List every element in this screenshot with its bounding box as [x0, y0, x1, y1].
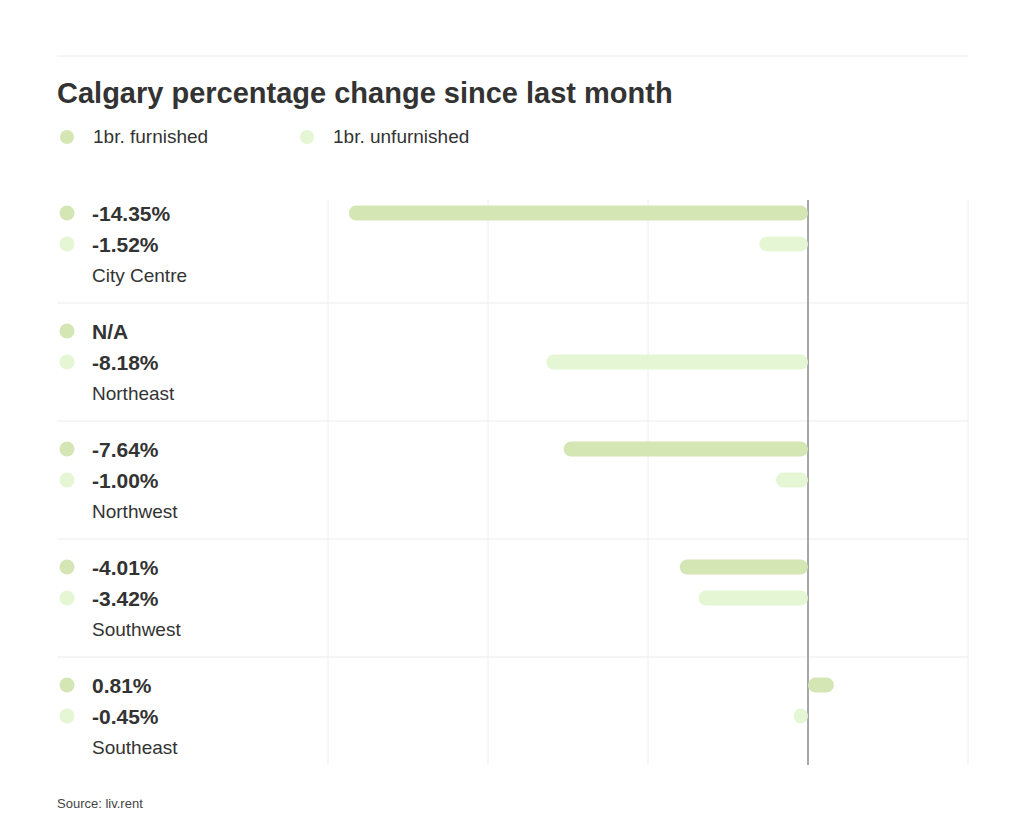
category-label: City Centre	[92, 265, 187, 286]
bar	[776, 473, 808, 488]
bar	[680, 560, 808, 575]
label-dot	[60, 709, 75, 724]
label-dot	[60, 237, 75, 252]
bar	[564, 442, 808, 457]
data-label: -4.01%	[92, 556, 159, 579]
data-label: -1.00%	[92, 469, 159, 492]
label-dot	[60, 206, 75, 221]
source: Source: liv.rent	[57, 796, 143, 811]
top-rule	[57, 56, 968, 57]
category-label: Northeast	[92, 383, 175, 404]
bar	[759, 237, 808, 252]
label-dot	[60, 473, 75, 488]
category-label: Northwest	[92, 501, 178, 522]
title: Calgary percentage change since last mon…	[57, 77, 673, 109]
bar	[349, 206, 808, 221]
data-label: -7.64%	[92, 438, 159, 461]
data-label: 0.81%	[92, 674, 152, 697]
bar	[794, 709, 808, 724]
grid-line	[488, 200, 489, 765]
grid-line	[648, 200, 649, 765]
row-separator	[57, 539, 968, 540]
row-separator	[57, 303, 968, 304]
legend-swatch	[60, 130, 74, 144]
legend-swatch	[300, 130, 314, 144]
data-label: -8.18%	[92, 351, 159, 374]
data-label: -0.45%	[92, 705, 159, 728]
bars	[349, 206, 834, 724]
bar	[808, 678, 834, 693]
data-label: -14.35%	[92, 202, 171, 225]
row-separator	[57, 421, 968, 422]
label-dot	[60, 591, 75, 606]
legend-label: 1br. furnished	[93, 126, 208, 147]
bar	[699, 591, 808, 606]
label-dot	[60, 560, 75, 575]
row-separator	[57, 657, 968, 658]
label-dot	[60, 324, 75, 339]
chart: Calgary percentage change since last mon…	[0, 0, 1024, 836]
category-label: Southeast	[92, 737, 178, 758]
bar	[546, 355, 808, 370]
legend-label: 1br. unfurnished	[333, 126, 469, 147]
data-label: N/A	[92, 320, 128, 343]
grid-line	[328, 200, 329, 765]
data-label: -3.42%	[92, 587, 159, 610]
category-label: Southwest	[92, 619, 181, 640]
label-dot	[60, 678, 75, 693]
grid-line	[968, 200, 969, 765]
data-label: -1.52%	[92, 233, 159, 256]
label-dot	[60, 355, 75, 370]
label-dot	[60, 442, 75, 457]
